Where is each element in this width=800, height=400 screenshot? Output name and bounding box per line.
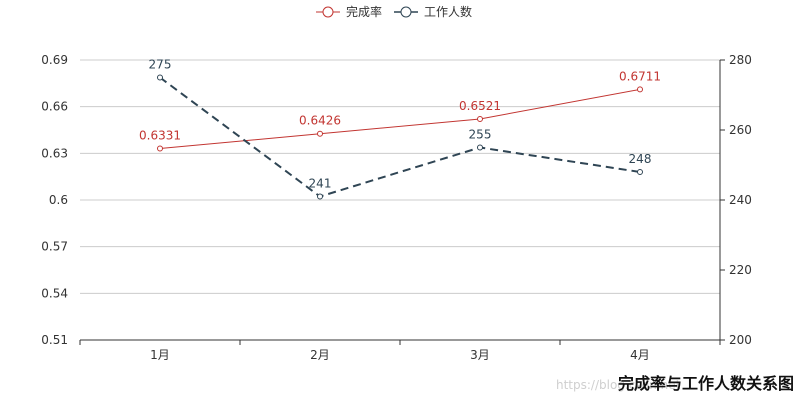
y-left-tick-label: 0.6 — [49, 193, 68, 207]
data-label: 275 — [149, 58, 172, 72]
legend-marker-icon — [400, 6, 412, 18]
data-label: 0.6426 — [299, 114, 341, 128]
grid-lines — [80, 59, 720, 294]
y-left-tick-label: 0.63 — [41, 146, 68, 160]
y-right-tick-label: 220 — [729, 263, 752, 277]
axes: 0.51 0.54 0.57 0.6 0.63 0.66 0.69 200 220 240 260 2… — [41, 53, 752, 362]
data-point — [317, 193, 323, 200]
watermark: https://blog.csdn.net — [556, 378, 681, 392]
legend[interactable]: 完成率 工作人数 — [316, 4, 472, 19]
x-tick-label: 1月 — [150, 348, 170, 362]
data-label: 0.6521 — [459, 99, 501, 113]
series-layer — [157, 74, 643, 200]
legend-item[interactable]: 工作人数 — [394, 4, 472, 19]
y-right-tick-label: 260 — [729, 123, 752, 137]
x-tick-label: 3月 — [470, 348, 490, 362]
series-line-1 — [159, 88, 641, 150]
data-point — [157, 145, 163, 152]
data-point — [637, 169, 643, 175]
data-label: 0.6711 — [619, 69, 661, 83]
data-labels: 0.6331 0.6426 0.6521 0.6711 275 241 255 248 — [139, 58, 661, 191]
y-left-tick-label: 0.69 — [41, 53, 68, 67]
legend-marker-icon — [322, 6, 334, 18]
chart-title: 完成率与工作人数关系图 — [617, 374, 794, 393]
y-left-tick-label: 0.51 — [41, 333, 68, 347]
data-point — [637, 86, 643, 93]
y-right-tick-label: 240 — [729, 193, 752, 207]
y-right-tick-label: 200 — [729, 333, 752, 347]
data-point — [477, 115, 483, 122]
data-label: 0.6331 — [139, 129, 181, 143]
data-label: 248 — [629, 152, 652, 166]
legend-label: 完成率 — [346, 4, 382, 19]
data-label: 241 — [309, 177, 332, 191]
y-left-tick-label: 0.66 — [41, 100, 68, 114]
data-label: 255 — [469, 128, 492, 142]
y-left-tick-label: 0.57 — [41, 240, 68, 254]
y-left-tick-label: 0.54 — [41, 286, 68, 300]
legend-label: 工作人数 — [424, 4, 472, 19]
data-point — [157, 74, 163, 81]
data-point — [477, 144, 483, 151]
y-right-tick-label: 280 — [729, 53, 752, 67]
legend-item[interactable]: 完成率 — [316, 4, 382, 19]
data-point — [317, 130, 323, 137]
x-tick-label: 2月 — [310, 348, 330, 362]
series-line-2 — [159, 76, 641, 198]
x-tick-label: 4月 — [630, 348, 650, 362]
